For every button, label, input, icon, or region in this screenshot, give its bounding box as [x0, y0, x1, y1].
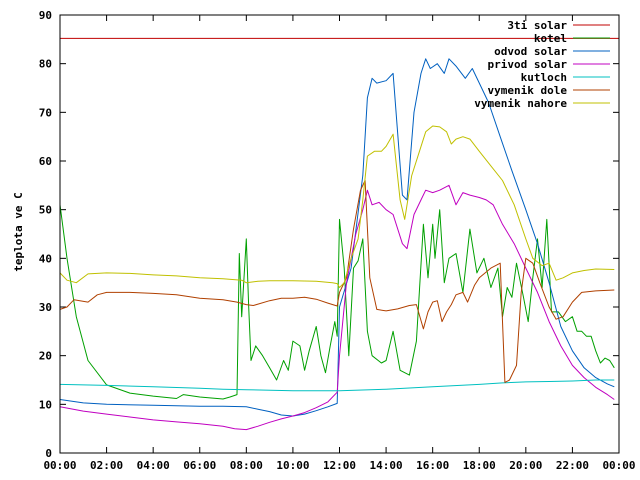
y-tick-label: 90 [39, 9, 52, 22]
y-tick-label: 30 [39, 301, 52, 314]
series-line-vymenik-dole [59, 180, 615, 383]
y-tick-label: 0 [45, 447, 52, 460]
x-tick-label: 22:00 [556, 459, 589, 472]
x-tick-label: 16:00 [416, 459, 449, 472]
plot-frame [59, 14, 620, 454]
y-tick-label: 10 [39, 398, 52, 411]
x-tick-label: 00:00 [43, 459, 76, 472]
x-tick-label: 10:00 [276, 459, 309, 472]
legend-label: privod solar [488, 58, 568, 71]
y-tick-label: 80 [39, 58, 52, 71]
y-tick-label: 20 [39, 350, 52, 363]
x-tick-label: 18:00 [463, 459, 496, 472]
series-line-vymenik-nahore [59, 125, 615, 288]
plot-marks: 0 10 20 30 40 50 60 70 80 90 00:00 02:00 04:00 06:00 0… [39, 9, 636, 472]
x-tick-label: 20:00 [509, 459, 542, 472]
x-tick-label: 04:00 [137, 459, 170, 472]
series-line-kutloch [59, 379, 615, 392]
y-tick-label: 70 [39, 106, 52, 119]
x-tick-label: 08:00 [230, 459, 263, 472]
legend-label: kotel [534, 32, 567, 45]
series-line-privod-solar [59, 184, 615, 431]
series-line-kotel [59, 204, 615, 400]
y-tick-label: 40 [39, 252, 52, 265]
y-axis-label: teplota ve C [12, 192, 25, 271]
x-tick-label: 12:00 [323, 459, 356, 472]
x-tick-label: 14:00 [370, 459, 403, 472]
legend-label: 3ti solar [507, 19, 567, 32]
legend-label: vymenik nahore [474, 97, 567, 110]
series-line-odvod-solar [59, 58, 615, 417]
legend-label: kutloch [521, 71, 567, 84]
y-tick-label: 60 [39, 155, 52, 168]
x-tick-label: 00:00 [602, 459, 635, 472]
y-tick-label: 50 [39, 204, 52, 217]
x-tick-label: 02:00 [90, 459, 123, 472]
legend-label: vymenik dole [488, 84, 568, 97]
legend-label: odvod solar [494, 45, 567, 58]
x-tick-label: 06:00 [183, 459, 216, 472]
